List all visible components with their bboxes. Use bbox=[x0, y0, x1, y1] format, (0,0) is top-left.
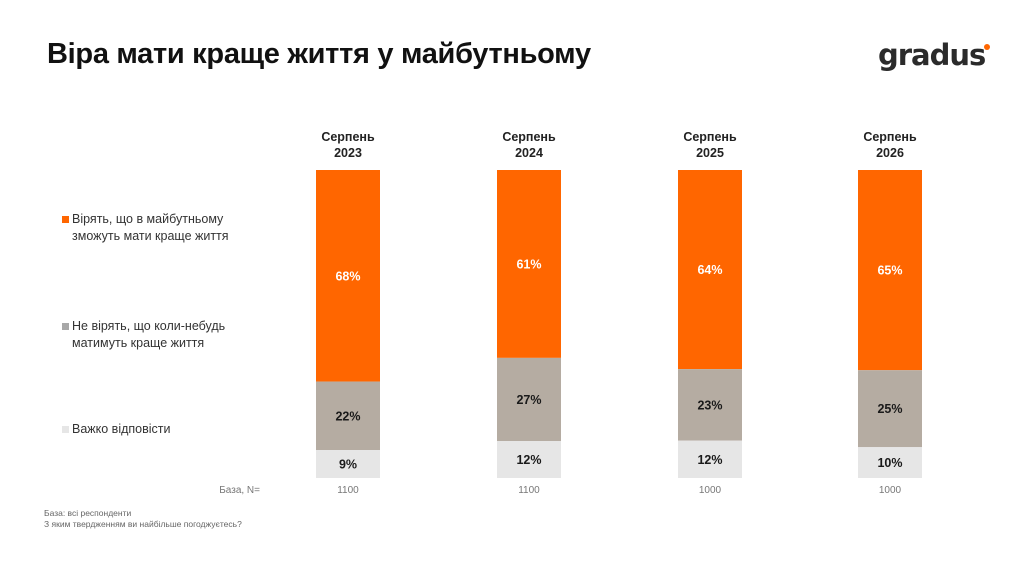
legend-label-hard-to-say: Важко відповісти bbox=[72, 422, 171, 436]
footnote-base: База: всі респонденти bbox=[44, 508, 132, 518]
bar-segment-not-believe bbox=[858, 370, 922, 448]
bar-segment-not-believe bbox=[678, 369, 742, 441]
base-n-value: 1100 bbox=[337, 485, 359, 496]
bar-segment-hard-to-say bbox=[497, 441, 561, 478]
category-label: Серпень 2024 bbox=[502, 130, 556, 160]
base-n-value: 1000 bbox=[698, 485, 722, 496]
data-label-not-believe: 22% bbox=[335, 409, 360, 423]
data-label-believe: 68% bbox=[335, 269, 360, 283]
bar-segment-believe bbox=[858, 170, 922, 371]
data-label-not-believe: 25% bbox=[877, 402, 902, 416]
data-label-believe: 61% bbox=[516, 257, 541, 271]
bar-segment-believe bbox=[497, 170, 561, 358]
data-label-not-believe: 23% bbox=[697, 398, 722, 412]
data-label-not-believe: 27% bbox=[516, 393, 541, 407]
page-title: Віра мати краще життя у майбутньому bbox=[47, 38, 591, 70]
legend-swatch-hard-to-say bbox=[62, 426, 69, 433]
category-label: Серпень 2026 bbox=[863, 130, 917, 160]
bar-segment-believe bbox=[678, 170, 742, 370]
data-label-hard-to-say: 9% bbox=[339, 458, 357, 472]
base-n-value: 1100 bbox=[518, 485, 540, 496]
bar-segment-believe bbox=[316, 170, 380, 382]
logo-dot bbox=[984, 44, 990, 50]
legend-swatch-believe bbox=[62, 216, 69, 223]
category-label: Серпень 2025 bbox=[683, 130, 737, 160]
data-label-believe: 65% bbox=[877, 264, 902, 278]
data-label-hard-to-say: 12% bbox=[697, 453, 722, 467]
legend-item-believe: Вірять, що в майбутньому зможуть мати кр… bbox=[62, 211, 272, 245]
footnote: База: всі респонденти З яким твердженням… bbox=[44, 508, 242, 530]
bar-segment-hard-to-say bbox=[858, 447, 922, 478]
base-n-value: 1000 bbox=[878, 485, 902, 496]
legend-label-not-believe: Не вірять, що коли-небудь матимуть краще… bbox=[72, 319, 226, 350]
bar-segment-hard-to-say bbox=[316, 450, 380, 478]
footnote-question: З яким твердженням ви найбільше погоджує… bbox=[44, 519, 242, 529]
gradus-logo: gradus bbox=[878, 38, 986, 72]
data-label-hard-to-say: 10% bbox=[877, 456, 902, 470]
legend-item-not-believe: Не вірять, що коли-небудь матимуть краще… bbox=[62, 318, 272, 352]
data-label-hard-to-say: 12% bbox=[516, 453, 541, 467]
legend-swatch-not-believe bbox=[62, 323, 69, 330]
legend-label-believe: Вірять, що в майбутньому зможуть мати кр… bbox=[72, 212, 229, 243]
bar-segment-hard-to-say bbox=[678, 440, 742, 478]
data-label-believe: 64% bbox=[697, 263, 722, 277]
base-label: База, N= bbox=[219, 485, 260, 496]
bar-segment-not-believe bbox=[497, 357, 561, 442]
category-label: Серпень 2023 bbox=[321, 130, 375, 160]
legend-item-hard-to-say: Важко відповісти bbox=[62, 421, 272, 438]
bar-segment-not-believe bbox=[316, 381, 380, 450]
